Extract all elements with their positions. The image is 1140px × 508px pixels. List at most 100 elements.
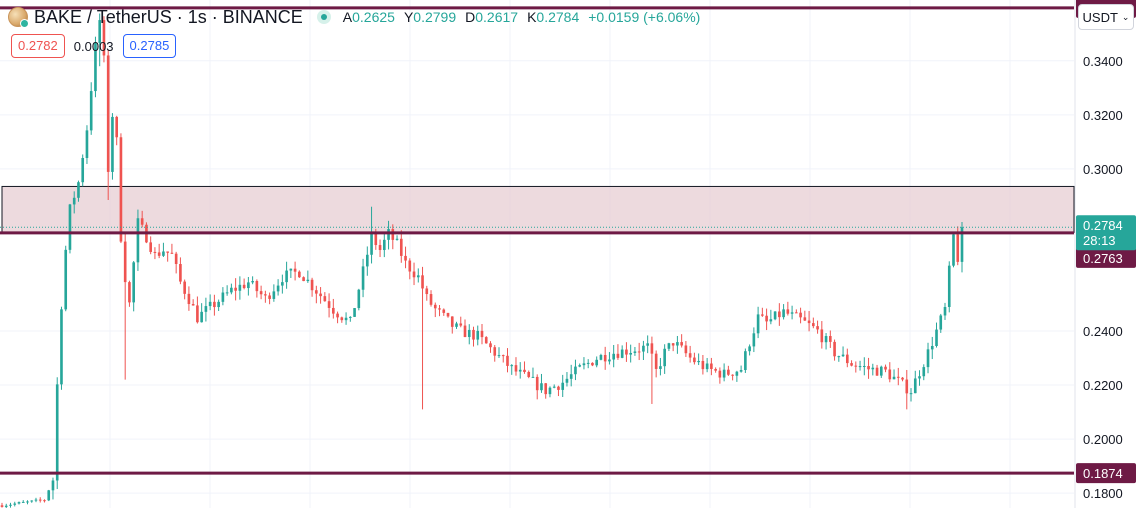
candle-body — [395, 238, 399, 240]
candle — [557, 385, 560, 397]
candle-body — [620, 349, 624, 358]
candle-body — [268, 295, 271, 299]
candle — [17, 501, 21, 505]
candle — [879, 365, 883, 378]
market-status-dot-icon[interactable] — [316, 10, 331, 24]
candle — [119, 133, 123, 244]
candle-body — [795, 312, 798, 314]
candle — [535, 374, 539, 400]
candle-body — [625, 349, 628, 355]
candle — [344, 312, 348, 325]
candle — [501, 354, 505, 363]
candle-body — [47, 490, 51, 501]
candle — [259, 285, 263, 300]
level-price-label[interactable]: 0.1874 — [1076, 463, 1136, 484]
candle — [349, 316, 352, 322]
candle — [531, 367, 535, 378]
candle-body — [518, 369, 522, 372]
candle-body — [323, 296, 327, 302]
price-axis[interactable]: 0.3400 0.3200 0.3000 0.2400 0.2200 0.2000 0.18… — [1076, 0, 1136, 501]
candle — [421, 266, 424, 410]
candle — [357, 288, 361, 311]
candle-body — [315, 290, 318, 294]
horizontal-levels[interactable] — [0, 6, 1074, 475]
candle-body — [710, 363, 713, 369]
candle-body — [251, 281, 254, 283]
candle — [89, 82, 93, 135]
candle-body — [353, 308, 356, 317]
candle-body — [841, 354, 845, 357]
symbol-title[interactable]: BAKE / TetherUS · 1s · BINANCE — [34, 6, 303, 27]
candle-body — [179, 263, 182, 282]
candle — [213, 294, 216, 316]
candle — [395, 235, 399, 241]
candle-body — [646, 343, 649, 346]
buy-button[interactable]: 0.2785 — [122, 34, 177, 58]
candle-body — [540, 383, 543, 391]
sell-button[interactable]: 0.2782 — [11, 34, 65, 58]
candle-body — [259, 291, 263, 295]
candle-body — [200, 311, 203, 323]
candle — [238, 276, 242, 300]
candle — [98, 13, 102, 67]
candle — [752, 327, 756, 353]
candle-body — [72, 197, 76, 205]
currency-select[interactable]: USDT ⌄ — [1078, 4, 1134, 30]
candle-body — [654, 353, 658, 369]
candle — [918, 370, 921, 386]
candle — [727, 365, 730, 376]
candle — [81, 154, 85, 187]
candle — [51, 477, 55, 500]
candle — [4, 503, 8, 508]
candle — [340, 316, 344, 323]
candle-body — [850, 363, 853, 366]
candle — [663, 344, 666, 374]
candle — [693, 352, 696, 365]
candle — [450, 316, 454, 334]
candle-body — [731, 374, 734, 376]
resistance-zone-rect[interactable] — [1, 185, 1075, 233]
candle-body — [0, 505, 4, 507]
candle-body — [157, 252, 161, 256]
candle — [676, 335, 679, 354]
candle-body — [578, 365, 582, 367]
candle — [523, 361, 526, 374]
candle — [552, 384, 556, 389]
candle-body — [382, 239, 386, 251]
level-price-label[interactable]: 0.2763 — [1076, 247, 1136, 268]
candle — [64, 245, 68, 312]
candle — [446, 312, 450, 318]
candle-body — [281, 282, 284, 286]
candle-body — [446, 312, 450, 317]
candle-body — [170, 252, 174, 254]
bake-coin-icon[interactable] — [8, 7, 29, 28]
candle-body — [688, 353, 692, 358]
candle — [183, 279, 186, 300]
candle — [123, 231, 127, 380]
candle — [871, 363, 875, 376]
candle-body — [884, 366, 887, 370]
candle-body — [552, 386, 556, 388]
candle — [935, 322, 938, 348]
candle — [845, 348, 849, 368]
candle — [72, 191, 76, 214]
candle-body — [472, 329, 475, 340]
candle — [140, 210, 144, 228]
candle-body — [276, 285, 280, 292]
candle — [136, 209, 140, 271]
candle-body — [582, 363, 586, 366]
ohlc-high: Y0.2799 — [403, 9, 457, 25]
candle-body — [60, 309, 63, 385]
candle — [705, 357, 709, 373]
candle — [960, 221, 964, 273]
candle — [293, 261, 297, 281]
candle — [765, 308, 768, 331]
candle-body — [603, 354, 607, 362]
chevron-down-icon: ⌄ — [1121, 11, 1130, 22]
candle-body — [187, 293, 191, 305]
candle-body — [523, 369, 526, 372]
candle-body — [956, 234, 960, 262]
